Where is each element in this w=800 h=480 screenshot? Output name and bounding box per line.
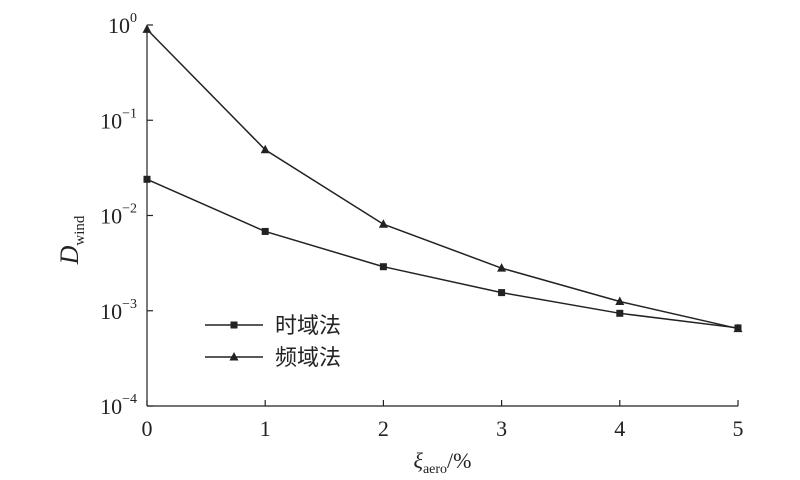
axes: 0 1 2 3 4 5 100 10−1 10−2 10−3 10−4 <box>100 11 743 441</box>
legend-marker <box>230 321 238 329</box>
legend-label: 时域法 <box>275 314 341 339</box>
data-point <box>143 175 151 183</box>
x-axis-label: ξaero/% <box>414 448 472 477</box>
data-point <box>616 309 624 317</box>
data-point <box>497 263 507 272</box>
data-point <box>379 263 387 271</box>
data-point <box>498 289 506 297</box>
legend-label: 频域法 <box>275 346 341 371</box>
y-tick-label: 100 <box>108 11 137 38</box>
x-tick-label: 2 <box>378 416 389 441</box>
x-tick-label: 5 <box>733 416 744 441</box>
data-point <box>261 227 269 235</box>
legend-item: 频域法 <box>205 346 341 371</box>
x-tick-label: 1 <box>260 416 271 441</box>
data-point <box>378 219 388 228</box>
x-tick-label: 0 <box>142 416 153 441</box>
y-tick-label: 10−2 <box>100 202 137 229</box>
data-point <box>733 323 743 333</box>
y-tick-label: 10−1 <box>100 106 137 133</box>
series-2 <box>142 24 743 333</box>
axis-labels: ξaero/% Dwind <box>55 215 471 477</box>
y-tick-label: 10−3 <box>100 297 137 324</box>
data-point <box>615 296 625 306</box>
x-tick-label: 4 <box>614 416 625 441</box>
series-line <box>146 178 739 329</box>
series-group <box>142 24 743 333</box>
legend-item: 时域法 <box>205 314 341 339</box>
x-tick-label: 3 <box>496 416 507 441</box>
series-line <box>146 28 739 330</box>
y-tick-label: 10−4 <box>100 392 137 419</box>
y-axis-label: Dwind <box>55 215 88 265</box>
data-point <box>142 24 152 33</box>
data-point <box>260 144 270 154</box>
legend-marker <box>229 352 239 361</box>
